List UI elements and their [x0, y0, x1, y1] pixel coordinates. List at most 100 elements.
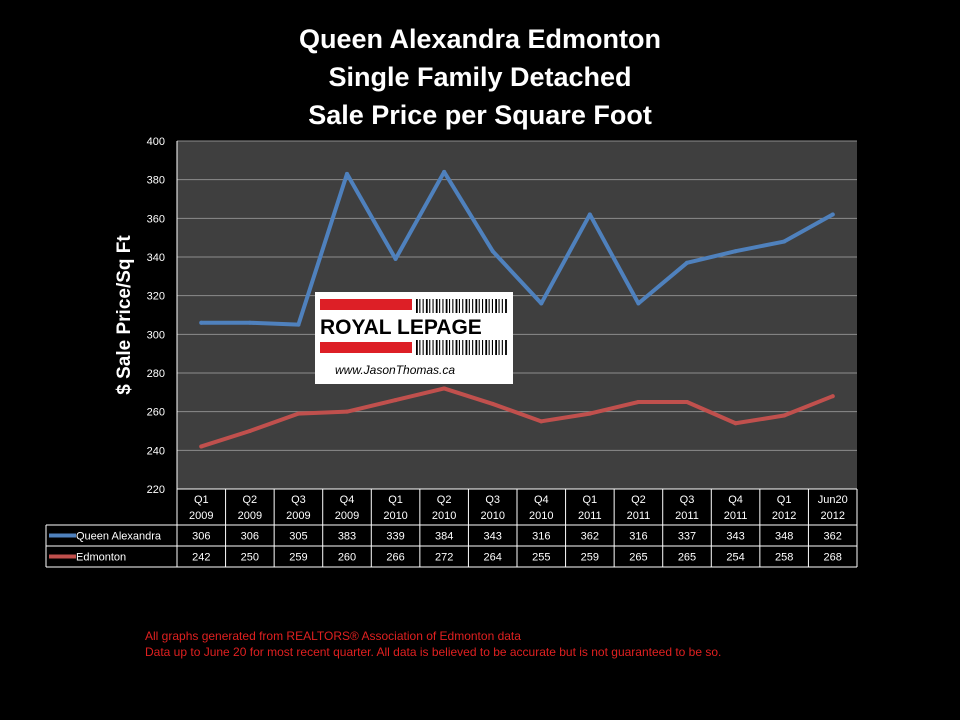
data-label: 258	[775, 552, 793, 564]
data-label: 305	[289, 531, 307, 543]
data-point	[782, 413, 787, 418]
data-label: 264	[484, 552, 502, 564]
x-tick-label: Q1	[388, 494, 403, 506]
barcode-stripe	[416, 299, 418, 313]
barcode-stripe	[425, 299, 428, 313]
data-label: 265	[678, 552, 696, 564]
x-tick-label: Q1	[777, 494, 792, 506]
barcode-stripe	[491, 299, 493, 313]
data-point	[685, 400, 689, 404]
x-tick-label: Jun20	[818, 494, 848, 506]
x-tick-label: 2009	[189, 510, 213, 522]
x-tick-label: Q4	[340, 494, 355, 506]
y-tick-label: 380	[147, 175, 165, 187]
data-point	[782, 239, 787, 244]
barcode-stripe	[505, 299, 507, 313]
x-tick-label: 2011	[724, 510, 748, 522]
barcode-stripe	[416, 340, 418, 355]
barcode-stripe	[465, 340, 468, 355]
barcode-stripe	[505, 340, 507, 355]
data-point	[199, 444, 204, 449]
data-point	[830, 394, 835, 399]
series-line-edmonton	[199, 386, 835, 449]
barcode-stripe	[465, 299, 468, 313]
barcode-stripe	[452, 340, 454, 355]
barcode-stripe	[498, 299, 500, 313]
barcode-stripe	[482, 340, 484, 355]
data-label: 306	[241, 531, 259, 543]
barcode-stripe	[442, 299, 444, 313]
data-point	[296, 411, 301, 416]
y-tick-label: 260	[147, 407, 165, 419]
barcode-stripe	[439, 299, 441, 313]
barcode-stripe	[432, 340, 434, 355]
y-tick-label: 280	[147, 368, 165, 380]
y-tick-label: 340	[147, 252, 165, 264]
barcode-stripe	[501, 299, 503, 313]
barcode-stripe	[442, 340, 444, 355]
x-tick-label: Q4	[534, 494, 549, 506]
data-label: 268	[824, 552, 842, 564]
data-point	[539, 301, 544, 306]
barcode-stripe	[432, 299, 434, 313]
barcode-stripe	[458, 299, 460, 313]
data-label: 242	[192, 552, 210, 564]
data-point	[393, 256, 398, 261]
barcode-stripe	[439, 340, 441, 355]
data-label: 272	[435, 552, 453, 564]
y-tick-label: 220	[147, 484, 165, 496]
title-line-2: Single Family Detached	[328, 62, 632, 92]
barcode-stripe	[485, 340, 488, 355]
data-point	[393, 398, 398, 403]
x-tick-label: Q2	[437, 494, 452, 506]
x-tick-label: Q4	[728, 494, 743, 506]
barcode-stripe	[455, 340, 458, 355]
legend-label: Edmonton	[76, 552, 126, 564]
chart-title: Queen Alexandra Edmonton Single Family D…	[0, 20, 960, 134]
barcode-stripe	[422, 340, 424, 355]
x-tick-label: 2010	[529, 510, 553, 522]
data-label: 343	[726, 531, 744, 543]
barcode-stripe	[429, 299, 431, 313]
barcode-stripe	[495, 299, 497, 313]
y-tick-label: 320	[147, 291, 165, 303]
x-tick-label: Q3	[680, 494, 695, 506]
x-tick-label: Q1	[583, 494, 598, 506]
data-point	[733, 249, 738, 254]
x-tick-label: 2010	[480, 510, 504, 522]
barcode-stripe	[475, 299, 478, 313]
barcode-stripe	[468, 299, 470, 313]
data-label: 383	[338, 531, 356, 543]
x-tick-label: 2010	[383, 510, 407, 522]
barcode-stripe	[452, 299, 454, 313]
x-tick-label: 2012	[820, 510, 844, 522]
footer-line-1: All graphs generated from REALTORS® Asso…	[145, 629, 521, 643]
data-point	[296, 322, 301, 327]
royal-lepage-logo: ROYAL LEPAGE www.JasonThomas.ca	[315, 292, 513, 384]
x-tick-label: Q1	[194, 494, 209, 506]
x-tick-label: 2012	[772, 510, 796, 522]
data-point	[587, 411, 592, 416]
logo-website-text: www.JasonThomas.ca	[335, 363, 455, 377]
barcode-stripe	[485, 299, 488, 313]
data-label: 343	[484, 531, 502, 543]
data-point	[442, 169, 447, 174]
data-point	[345, 409, 349, 414]
data-point	[247, 320, 252, 325]
barcode-stripe	[422, 299, 424, 313]
x-tick-label: 2011	[675, 510, 699, 522]
footer-note: All graphs generated from REALTORS® Asso…	[145, 628, 721, 660]
data-label: 266	[386, 552, 404, 564]
barcode-stripe	[498, 340, 500, 355]
data-label: 260	[338, 552, 356, 564]
barcode-stripe	[445, 299, 448, 313]
x-tick-label: 2009	[335, 510, 359, 522]
data-point	[685, 260, 689, 265]
x-tick-label: Q3	[291, 494, 306, 506]
x-tick-label: 2011	[627, 510, 651, 522]
barcode-stripe	[435, 340, 438, 355]
series-line-queen-alexandra	[199, 169, 835, 327]
data-label: 250	[241, 552, 259, 564]
x-tick-label: 2010	[432, 510, 456, 522]
